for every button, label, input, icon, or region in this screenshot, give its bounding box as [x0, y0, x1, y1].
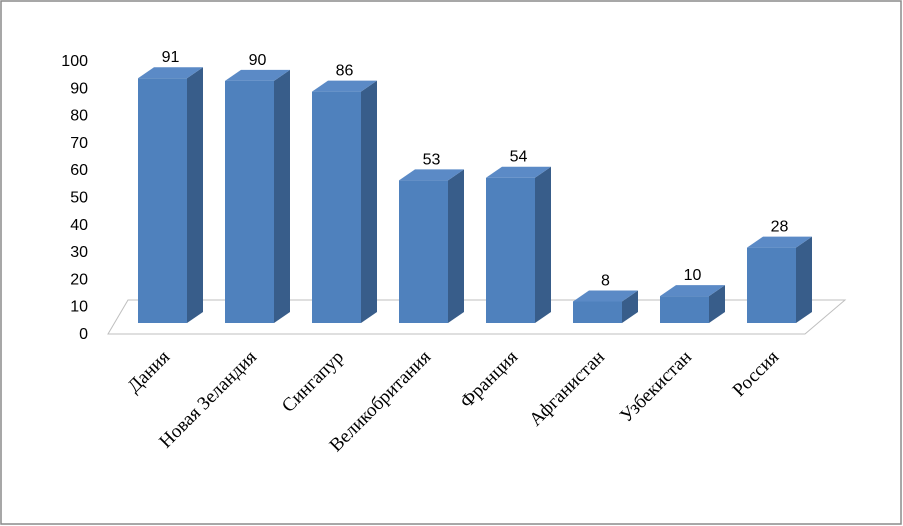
bar-front [225, 80, 274, 324]
data-label: 10 [684, 267, 702, 284]
y-tick-label: 50 [70, 190, 88, 207]
bar-side [361, 80, 377, 323]
y-tick-label: 60 [70, 162, 88, 179]
bar [399, 169, 464, 323]
bar-front [138, 78, 187, 324]
bar-front [747, 247, 796, 323]
bar [660, 285, 725, 323]
bar-front [312, 91, 361, 323]
bar-front [486, 177, 535, 323]
bar-top [225, 69, 290, 81]
y-tick-label: 40 [70, 217, 88, 234]
data-label: 54 [510, 149, 528, 166]
bar-side [535, 166, 551, 323]
y-tick-label: 100 [61, 53, 88, 70]
y-tick-label: 90 [70, 80, 88, 97]
data-label: 8 [601, 272, 610, 289]
bar [573, 290, 638, 323]
bar-side [448, 169, 464, 323]
floor [107, 299, 847, 335]
bar-front [399, 180, 448, 323]
bar [138, 67, 203, 324]
bar-top [660, 285, 725, 297]
data-label: 28 [771, 219, 789, 236]
bar [312, 80, 377, 323]
bar-top [573, 290, 638, 302]
bar-top [399, 169, 464, 181]
y-tick-label: 70 [70, 135, 88, 152]
bar-side [709, 285, 725, 323]
bar-side [622, 290, 638, 323]
bar-side [187, 67, 203, 324]
bar-top [312, 80, 377, 92]
data-label: 53 [423, 151, 441, 168]
bar-front [660, 296, 709, 323]
y-tick-label: 30 [70, 244, 88, 261]
bar-top [138, 67, 203, 79]
data-label: 90 [249, 52, 267, 69]
bar-top [747, 236, 812, 248]
bar [486, 166, 551, 323]
bar-front [573, 301, 622, 323]
y-tick-label: 80 [70, 108, 88, 125]
bar-top [486, 166, 551, 178]
y-tick-label: 10 [70, 299, 88, 316]
bar-side [796, 236, 812, 323]
data-label: 86 [336, 63, 354, 80]
bar-side [274, 69, 290, 324]
bar [747, 236, 812, 323]
bar [225, 69, 290, 324]
data-label: 91 [162, 49, 180, 66]
y-tick-label: 20 [70, 271, 88, 288]
y-tick-label: 0 [79, 326, 88, 343]
